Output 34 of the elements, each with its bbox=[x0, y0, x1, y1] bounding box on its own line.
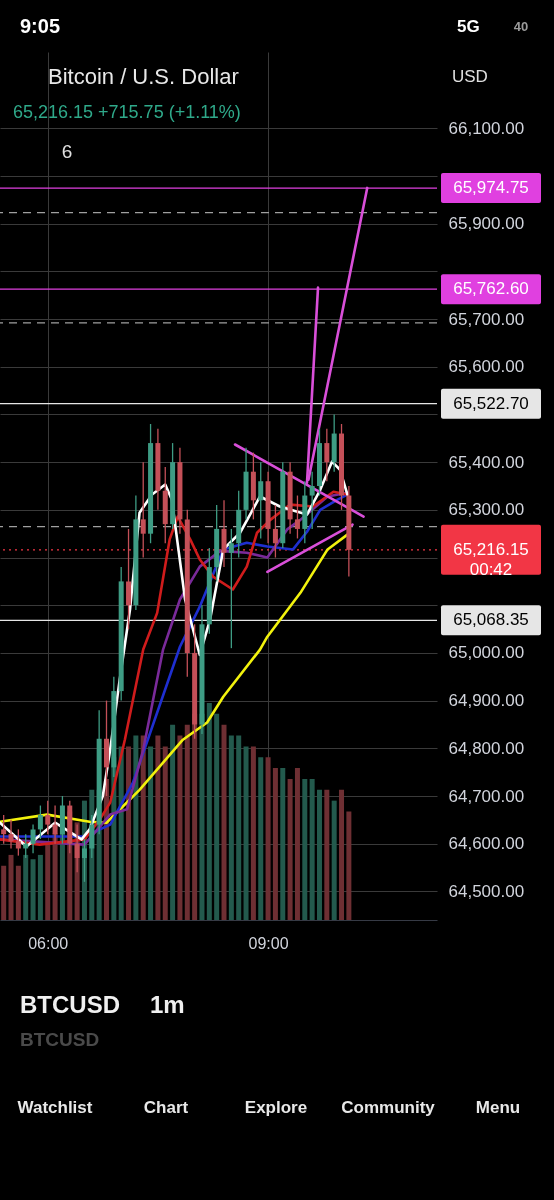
text: BTCUSD bbox=[20, 991, 120, 1018]
ref-line-label: 65,762.60 bbox=[453, 279, 529, 299]
text: Explore bbox=[244, 1098, 308, 1117]
annotation: 6 bbox=[61, 141, 73, 162]
text: USD bbox=[452, 67, 488, 86]
y-tick-label: 65,400.00 bbox=[448, 452, 525, 472]
text: 1m bbox=[150, 991, 185, 1018]
text: Chart bbox=[143, 1098, 189, 1117]
y-tick-label: 64,600.00 bbox=[448, 834, 525, 854]
y-tick-label: 66,100.00 bbox=[448, 118, 525, 138]
y-tick-label: 64,700.00 bbox=[448, 786, 525, 806]
ref-line-label: 65,216.15 00:42 bbox=[453, 539, 529, 579]
ref-line-label: 65,522.70 bbox=[453, 393, 529, 413]
y-tick-label: 65,700.00 bbox=[448, 309, 525, 329]
y-tick-label: 64,800.00 bbox=[448, 738, 525, 758]
ref-line-label: 65,974.75 bbox=[453, 178, 529, 198]
y-tick-label: 64,500.00 bbox=[448, 881, 525, 901]
text: Watchlist bbox=[17, 1098, 93, 1117]
text: 5G bbox=[457, 17, 480, 36]
text: 65,216.15 +715.75 (+1.11%) bbox=[13, 102, 241, 122]
text: 9:05 bbox=[20, 15, 61, 37]
y-tick-label: 65,900.00 bbox=[448, 214, 525, 234]
y-tick-label: 65,000.00 bbox=[448, 643, 525, 663]
ref-line-label: 65,068.35 bbox=[453, 610, 529, 630]
x-tick-label: 06:00 bbox=[28, 934, 69, 952]
text: BTCUSD bbox=[20, 1029, 100, 1050]
text: Menu bbox=[475, 1098, 521, 1117]
text: Bitcoin / U.S. Dollar bbox=[48, 64, 239, 89]
x-tick-label: 09:00 bbox=[248, 934, 289, 952]
y-tick-label: 65,300.00 bbox=[448, 500, 525, 520]
text: Community bbox=[341, 1098, 436, 1117]
y-tick-label: 65,600.00 bbox=[448, 357, 525, 377]
text: 40 bbox=[513, 19, 529, 34]
y-tick-label: 64,900.00 bbox=[448, 691, 525, 711]
